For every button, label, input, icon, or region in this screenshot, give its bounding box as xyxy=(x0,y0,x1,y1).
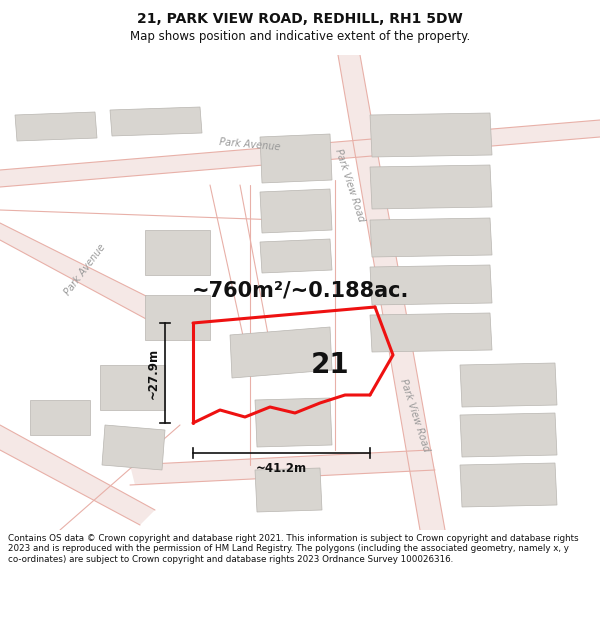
Polygon shape xyxy=(110,107,202,136)
Text: ~41.2m: ~41.2m xyxy=(256,462,307,476)
Polygon shape xyxy=(30,400,90,435)
Text: 21: 21 xyxy=(311,351,349,379)
Polygon shape xyxy=(370,313,492,352)
Polygon shape xyxy=(370,165,492,209)
Text: 21, PARK VIEW ROAD, REDHILL, RH1 5DW: 21, PARK VIEW ROAD, REDHILL, RH1 5DW xyxy=(137,12,463,26)
Text: Map shows position and indicative extent of the property.: Map shows position and indicative extent… xyxy=(130,30,470,43)
Polygon shape xyxy=(255,398,332,447)
Polygon shape xyxy=(460,463,557,507)
Text: ~27.9m: ~27.9m xyxy=(146,348,160,399)
Text: Park View Road: Park View Road xyxy=(398,378,431,452)
Polygon shape xyxy=(370,265,492,305)
Polygon shape xyxy=(102,425,165,470)
Polygon shape xyxy=(370,218,492,257)
Text: Contains OS data © Crown copyright and database right 2021. This information is : Contains OS data © Crown copyright and d… xyxy=(8,534,578,564)
Polygon shape xyxy=(338,55,445,530)
Polygon shape xyxy=(15,112,97,141)
Polygon shape xyxy=(260,189,332,233)
Text: Park View Road: Park View Road xyxy=(334,148,367,222)
Polygon shape xyxy=(145,295,210,340)
Polygon shape xyxy=(230,327,332,378)
Polygon shape xyxy=(100,365,165,410)
Polygon shape xyxy=(0,120,600,187)
Polygon shape xyxy=(130,450,435,485)
Polygon shape xyxy=(460,413,557,457)
Text: Park Avenue: Park Avenue xyxy=(219,138,281,152)
Polygon shape xyxy=(0,223,200,340)
Polygon shape xyxy=(255,468,322,512)
Text: ~760m²/~0.188ac.: ~760m²/~0.188ac. xyxy=(191,280,409,300)
Polygon shape xyxy=(145,230,210,275)
Polygon shape xyxy=(460,363,557,407)
Polygon shape xyxy=(0,425,155,525)
Polygon shape xyxy=(260,239,332,273)
Polygon shape xyxy=(370,113,492,157)
Polygon shape xyxy=(260,134,332,183)
Text: Park Avenue: Park Avenue xyxy=(62,242,107,298)
